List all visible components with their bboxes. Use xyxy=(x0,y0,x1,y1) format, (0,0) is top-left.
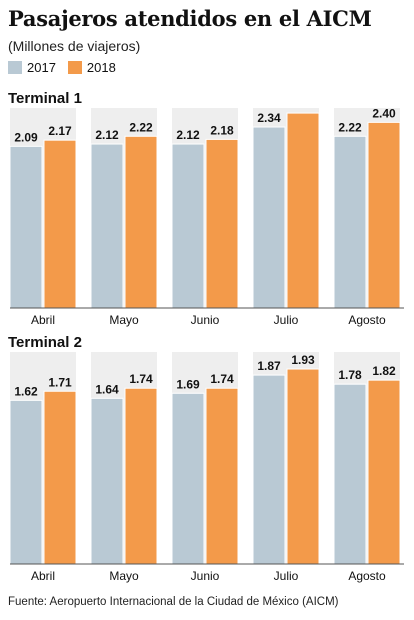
bar-junio-2018 xyxy=(205,138,239,309)
category-label-junio: Junio xyxy=(191,313,220,327)
chart-title: Pasajeros atendidos en el AICM xyxy=(8,6,372,31)
bar-junio-2018 xyxy=(205,387,239,565)
terminal-2-bar-chart: 1.62 1.71 Abril 1.64 1.74 Mayo 1.69 1.74 Junio 1.… xyxy=(9,352,404,583)
panel-title-terminal-2: Terminal 2 xyxy=(8,334,82,351)
category-label-abril: Abril xyxy=(31,569,55,583)
bar-mayo-2017 xyxy=(90,397,124,565)
data-label-mayo-2017: 2.12 xyxy=(95,128,119,142)
data-label-agosto-2017: 1.78 xyxy=(338,368,362,382)
terminal-1-bar-chart: 2.09 2.17 Abril 2.12 2.22 Mayo 2.12 2.18 Junio 2.… xyxy=(9,108,404,327)
bar-julio-2018 xyxy=(286,112,320,309)
legend-label-2017: 2017 xyxy=(27,60,56,75)
data-label-mayo-2018: 2.22 xyxy=(129,120,153,134)
category-label-mayo: Mayo xyxy=(109,313,139,327)
category-label-julio: Julio xyxy=(274,313,299,327)
legend-label-2018: 2018 xyxy=(86,60,116,75)
bar-junio-2017 xyxy=(171,143,205,309)
data-label-agosto-2017: 2.22 xyxy=(338,120,362,134)
data-label-julio-2017: 1.87 xyxy=(257,359,281,373)
legend-swatch-2017 xyxy=(8,61,22,74)
data-label-junio-2018: 1.74 xyxy=(210,372,234,386)
bar-julio-2018 xyxy=(286,368,320,565)
category-label-agosto: Agosto xyxy=(348,569,386,583)
category-label-julio: Julio xyxy=(274,569,299,583)
bar-mayo-2017 xyxy=(90,143,124,309)
data-label-julio-2017: 2.34 xyxy=(257,111,281,125)
source-note: Fuente: Aeropuerto Internacional de la C… xyxy=(8,596,339,608)
legend-item-2017: 2017 xyxy=(8,60,56,75)
legend-swatch-2018 xyxy=(67,61,82,74)
data-label-abril-2017: 1.62 xyxy=(14,384,38,398)
data-label-junio-2017: 1.69 xyxy=(176,377,200,391)
bar-abril-2018 xyxy=(43,390,77,565)
category-label-agosto: Agosto xyxy=(348,313,386,327)
data-label-agosto-2018: 2.40 xyxy=(372,108,396,120)
panel-title-terminal-1: Terminal 1 xyxy=(8,90,82,107)
data-label-mayo-2017: 1.64 xyxy=(95,382,119,396)
category-label-mayo: Mayo xyxy=(109,569,139,583)
chart-subtitle: (Millones de viajeros) xyxy=(8,38,141,54)
bar-junio-2017 xyxy=(171,392,205,565)
bar-julio-2017 xyxy=(252,374,286,565)
bar-agosto-2018 xyxy=(367,121,401,309)
bar-agosto-2017 xyxy=(333,383,367,565)
bar-abril-2017 xyxy=(9,145,43,309)
data-label-abril-2018: 1.71 xyxy=(48,375,72,389)
data-label-abril-2017: 2.09 xyxy=(14,130,38,144)
data-label-julio-2018: 1.93 xyxy=(291,353,315,367)
bar-abril-2018 xyxy=(43,139,77,309)
data-label-agosto-2018: 1.82 xyxy=(372,364,396,378)
legend: 2017 2018 xyxy=(8,60,128,75)
data-label-mayo-2018: 1.74 xyxy=(129,372,153,386)
bar-agosto-2018 xyxy=(367,379,401,565)
legend-item-2018: 2018 xyxy=(67,60,116,75)
data-label-abril-2018: 2.17 xyxy=(48,124,72,138)
bar-agosto-2017 xyxy=(333,135,367,309)
bar-mayo-2018 xyxy=(124,387,158,565)
bar-julio-2017 xyxy=(252,126,286,309)
bar-abril-2017 xyxy=(9,399,43,565)
category-label-junio: Junio xyxy=(191,569,220,583)
data-label-julio-2018: 2.52 xyxy=(291,108,315,111)
data-label-junio-2017: 2.12 xyxy=(176,128,200,142)
category-label-abril: Abril xyxy=(31,313,55,327)
bar-mayo-2018 xyxy=(124,135,158,309)
data-label-junio-2018: 2.18 xyxy=(210,123,234,137)
